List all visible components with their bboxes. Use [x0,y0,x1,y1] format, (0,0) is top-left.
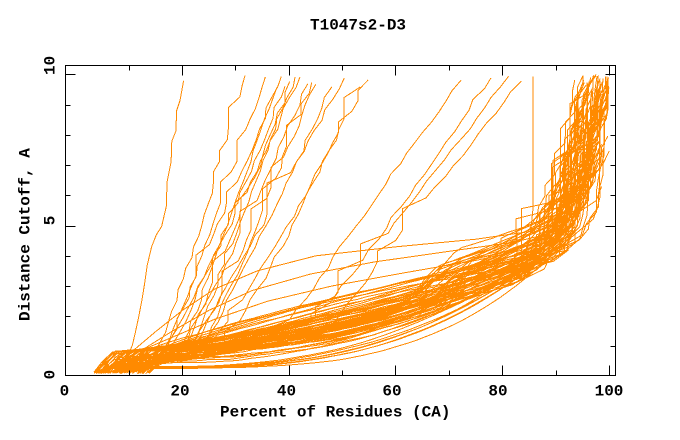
svg-text:0: 0 [60,383,70,401]
svg-text:80: 80 [488,383,507,401]
svg-text:60: 60 [382,383,401,401]
svg-text:10: 10 [42,56,60,75]
svg-text:20: 20 [170,383,189,401]
svg-text:40: 40 [277,383,296,401]
svg-text:Percent of Residues (CA): Percent of Residues (CA) [220,404,450,422]
svg-text:5: 5 [42,216,60,226]
svg-text:100: 100 [595,383,624,401]
svg-text:T1047s2-D3: T1047s2-D3 [310,17,406,35]
svg-text:0: 0 [42,370,60,380]
svg-text:Distance Cutoff, A: Distance Cutoff, A [17,148,35,321]
